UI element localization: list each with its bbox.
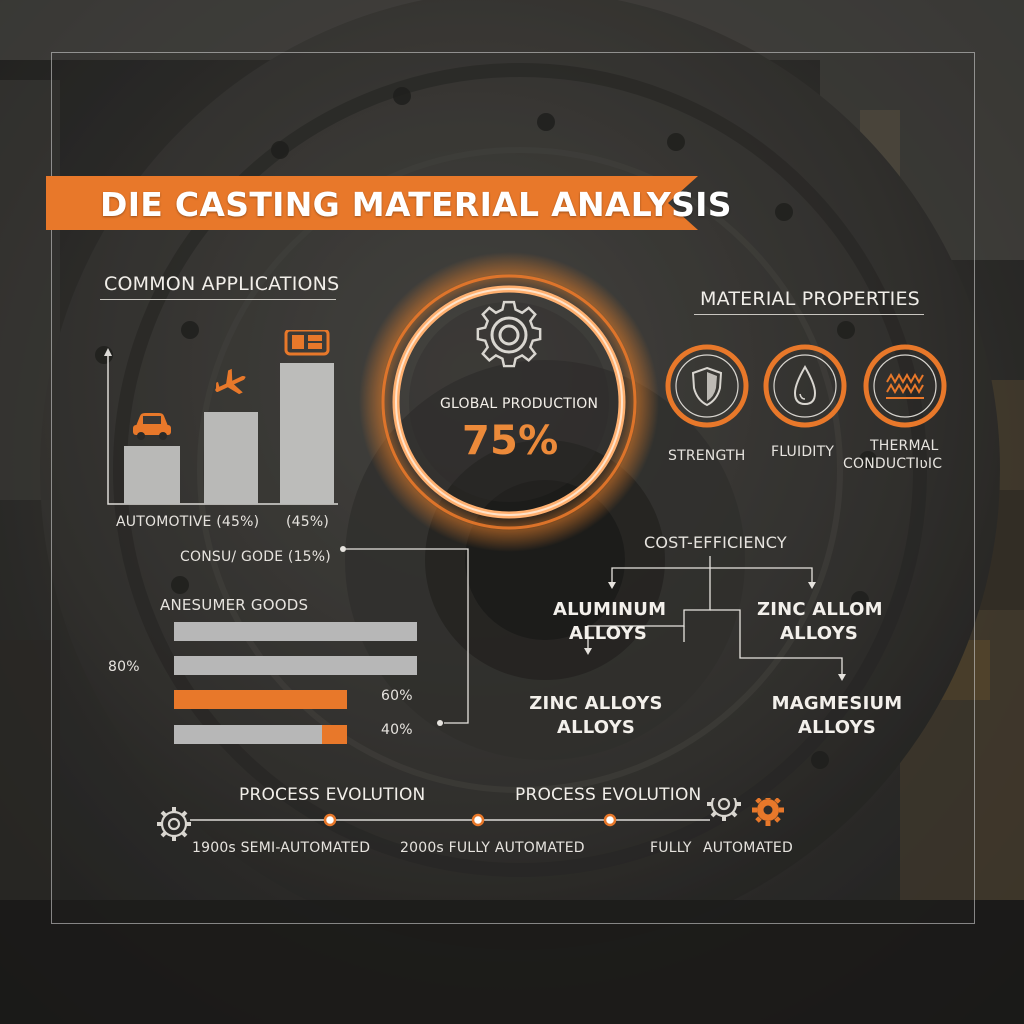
title-banner bbox=[46, 176, 698, 230]
property-label-thermal-line2: CONDUCTIʋIC bbox=[843, 456, 943, 472]
property-icons bbox=[665, 344, 947, 428]
applications-bar-chart bbox=[104, 330, 338, 505]
consumer-bar-1 bbox=[174, 622, 417, 641]
flow-connectors bbox=[584, 556, 846, 681]
material-properties-header: MATERIAL PROPERTIES bbox=[700, 288, 920, 310]
bar-electronics bbox=[280, 363, 334, 504]
label-80: 80% bbox=[108, 659, 140, 675]
gear-icon bbox=[157, 807, 191, 841]
global-production-label: GLOBAL PRODUCTION bbox=[440, 396, 599, 412]
property-label-fluidity: FLUIDITY bbox=[771, 444, 835, 460]
page-title: DIE CASTING MATERIAL ANALYSIS bbox=[100, 185, 732, 224]
label-second-pct: (45%) bbox=[286, 514, 330, 530]
timeline-dot-1 bbox=[323, 813, 337, 827]
chart-axis bbox=[107, 350, 338, 505]
heat-wave-icon bbox=[863, 344, 947, 428]
node-magnesium-line1: MAGMESIUM bbox=[771, 693, 903, 714]
label-consumer-goods-pct: CONSU/ GODE (15%) bbox=[180, 549, 331, 565]
node-magnesium-line2: ALLOYS bbox=[797, 717, 877, 738]
timeline-header-right: PROCESS EVOLUTION bbox=[515, 785, 702, 805]
airplane-icon bbox=[215, 368, 246, 395]
consumer-bar-2 bbox=[174, 656, 417, 675]
applications-header: COMMON APPLICATIONS bbox=[104, 273, 340, 295]
timeline-label-fully: FULLY bbox=[650, 840, 692, 856]
timeline-label-automated: AUTOMATED bbox=[703, 840, 793, 856]
node-aluminum-line2: ALLOYS bbox=[568, 623, 648, 644]
shield-icon bbox=[665, 344, 749, 428]
node-aluminum-line1: ALUMINUM bbox=[553, 599, 667, 620]
axis-arrow bbox=[104, 348, 112, 356]
gear-icon bbox=[752, 798, 784, 826]
label-60: 60% bbox=[381, 688, 413, 704]
gear-icon bbox=[707, 798, 741, 821]
bar-automotive bbox=[124, 446, 180, 504]
gear-icon bbox=[476, 300, 542, 368]
global-production-value: 75% bbox=[462, 418, 559, 464]
droplet-icon bbox=[763, 344, 847, 428]
timeline-dot-2 bbox=[471, 813, 485, 827]
timeline-track bbox=[157, 798, 784, 841]
label-automotive: AUTOMOTIVE (45%) bbox=[116, 514, 260, 530]
electronics-icon bbox=[284, 330, 330, 356]
node-zinc-alloys-line1: ZINC ALLOYS bbox=[529, 693, 663, 714]
consumer-goods-header: ANESUMER GOODS bbox=[160, 596, 309, 614]
bar-aerospace bbox=[204, 412, 258, 504]
consumer-connector bbox=[340, 546, 469, 726]
global-production-ring bbox=[381, 274, 637, 530]
property-label-strength: STRENGTH bbox=[668, 448, 746, 464]
applications-header-underline bbox=[100, 299, 336, 300]
label-40: 40% bbox=[381, 722, 413, 738]
consumer-bar-3 bbox=[174, 690, 347, 709]
timeline-header-left: PROCESS EVOLUTION bbox=[239, 785, 426, 805]
timeline-label-2000s: 2000s FULLY AUTOMATED bbox=[400, 840, 585, 856]
car-icon bbox=[133, 413, 171, 440]
consumer-bar-4-orange bbox=[322, 725, 347, 744]
node-zinc-alloys-line2: ALLOYS bbox=[556, 717, 636, 738]
consumer-bar-4-gray bbox=[174, 725, 322, 744]
flow-root-label: COST-EFFICIENCY bbox=[644, 533, 787, 552]
timeline-dot-3 bbox=[603, 813, 617, 827]
material-properties-underline bbox=[694, 314, 924, 315]
timeline-label-1900s: 1900s SEMI-AUTOMATED bbox=[192, 840, 371, 856]
property-label-thermal-line1: THERMAL bbox=[870, 438, 939, 454]
node-zinc-allom-line1: ZINC ALLOM bbox=[757, 599, 883, 620]
node-zinc-allom-line2: ALLOYS bbox=[779, 623, 859, 644]
